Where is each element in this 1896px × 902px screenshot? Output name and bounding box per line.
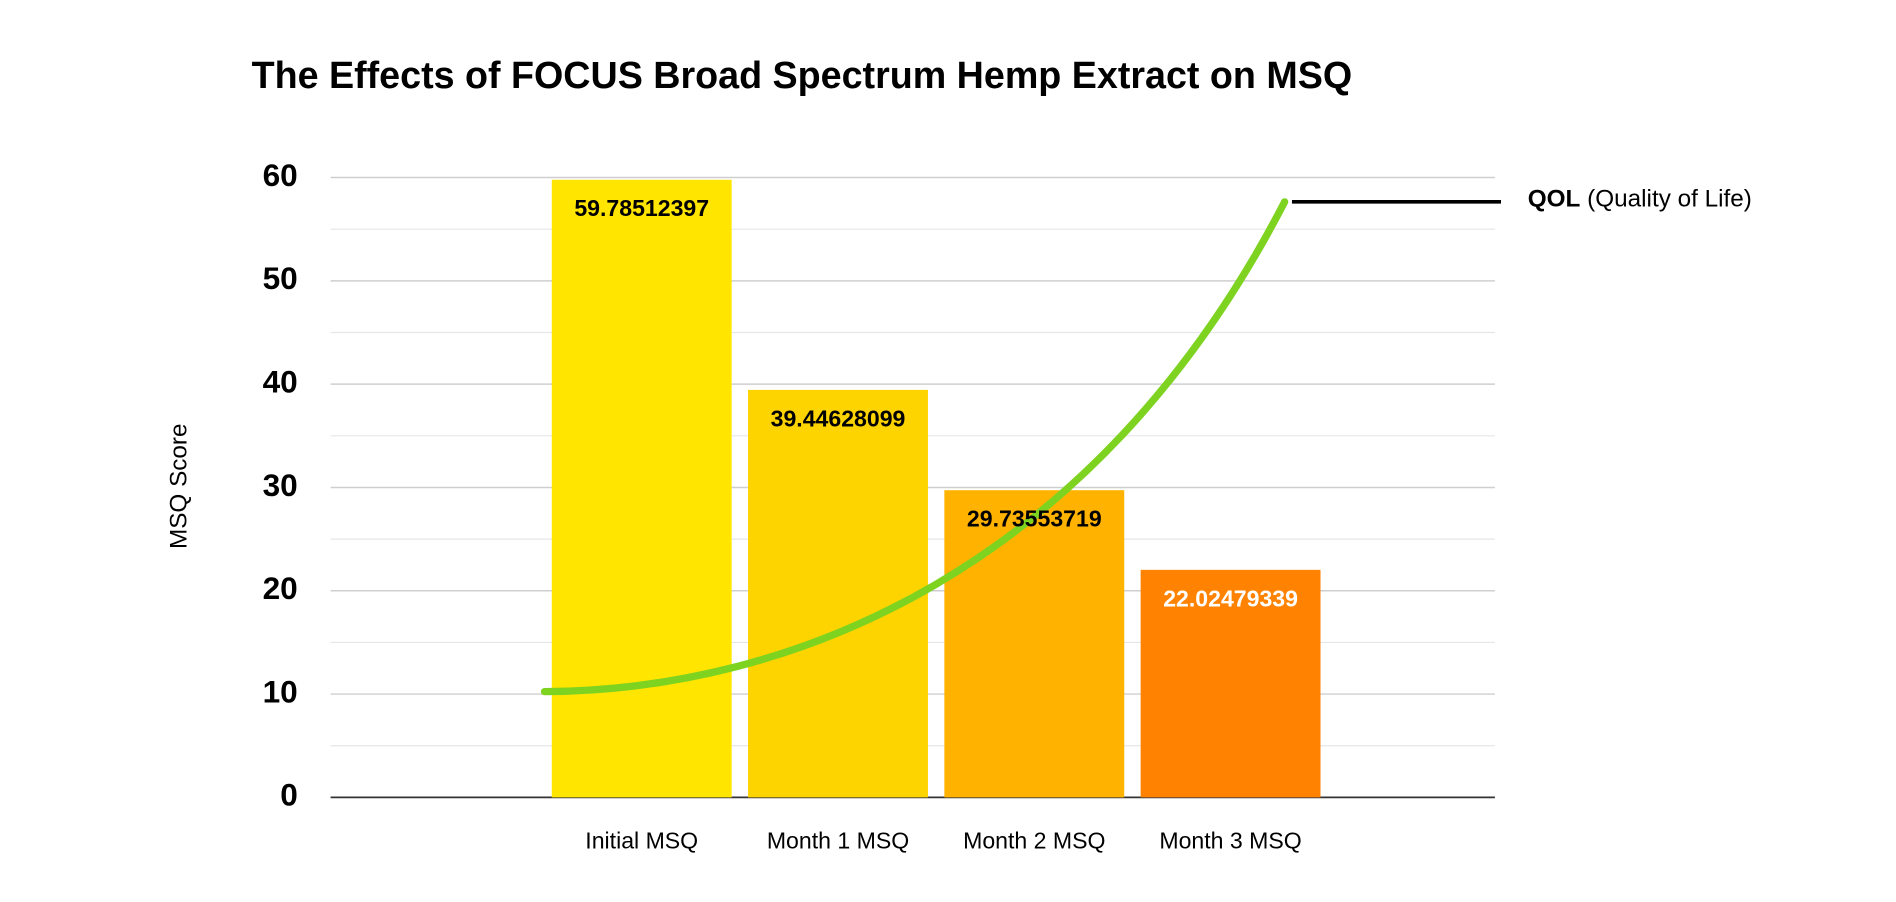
- y-tick-label: 10: [263, 673, 298, 709]
- y-tick-label: 20: [263, 570, 298, 606]
- chart-title: The Effects of FOCUS Broad Spectrum Hemp…: [252, 54, 1353, 96]
- qol-label-bold: QOL: [1528, 186, 1581, 213]
- qol-label-rest: (Quality of Life): [1587, 186, 1752, 213]
- bar: [944, 490, 1125, 798]
- y-tick-label: 50: [263, 260, 298, 296]
- bar: [1140, 569, 1321, 798]
- value-label: 59.78512397: [574, 195, 709, 221]
- bars: [551, 179, 1321, 798]
- qol-curve: [540, 198, 1289, 696]
- bar: [748, 389, 928, 798]
- y-tick-label: 0: [280, 777, 298, 813]
- value-label: 39.44628099: [771, 405, 906, 431]
- y-axis-label: MSQ Score: [165, 423, 192, 549]
- x-tick-label: Month 3 MSQ: [1159, 827, 1301, 853]
- grid: [330, 176, 1495, 799]
- y-tick-label: 40: [263, 363, 298, 399]
- labels: 0 10 20 30 40 50 60 Initial MSQ 59.78512397 Month…: [263, 157, 1302, 854]
- x-tick-label: Initial MSQ: [585, 827, 698, 853]
- x-tick-label: Month 2 MSQ: [963, 827, 1105, 853]
- value-label: 22.02479339: [1163, 585, 1298, 611]
- value-label: 29.73553719: [967, 506, 1102, 532]
- x-tick-label: Month 1 MSQ: [767, 827, 909, 853]
- y-tick-label: 60: [263, 157, 298, 193]
- y-tick-label: 30: [263, 467, 298, 503]
- bar: [551, 179, 732, 798]
- qol-label: QOL (Quality of Life): [1528, 186, 1752, 213]
